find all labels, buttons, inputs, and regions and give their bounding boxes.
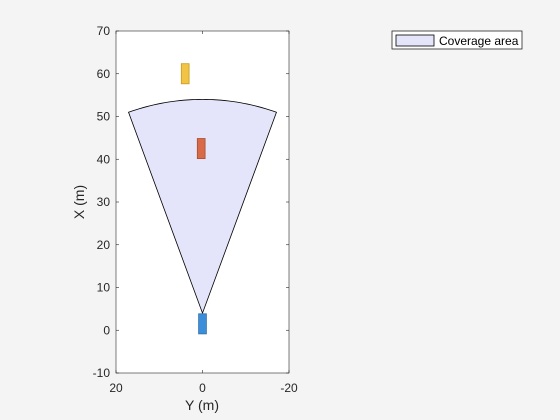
x-tick-label: 0 — [199, 381, 206, 395]
legend-label-coverage-area: Coverage area — [439, 34, 519, 48]
vehicle-target-1 — [196, 138, 206, 160]
y-tick-label: 40 — [97, 152, 111, 166]
y-axis-ticks: -10 0 10 20 30 40 50 60 70 — [93, 24, 289, 380]
y-tick-label: 50 — [97, 110, 111, 124]
vehicle-layer — [180, 63, 207, 335]
legend-swatch-coverage-area — [395, 34, 435, 47]
y-tick-label: -10 — [93, 366, 111, 380]
coverage-layer — [128, 98, 277, 315]
vehicle-ego — [198, 313, 207, 335]
y-tick-label: 10 — [97, 281, 111, 295]
coverage-area — [128, 98, 277, 315]
x-tick-label: -20 — [280, 381, 298, 395]
y-tick-label: 60 — [97, 67, 111, 81]
x-axis-ticks: 20 0 -20 — [109, 31, 298, 395]
vehicle-target-2 — [180, 63, 190, 85]
y-tick-label: 30 — [97, 195, 111, 209]
y-tick-label: 20 — [97, 238, 111, 252]
x-axis-label: Y (m) — [185, 397, 219, 413]
x-tick-label: 20 — [109, 381, 123, 395]
y-axis-label: X (m) — [71, 185, 87, 219]
y-tick-label: 0 — [103, 323, 110, 337]
y-tick-label: 70 — [97, 24, 111, 38]
legend: Coverage area — [391, 30, 523, 50]
